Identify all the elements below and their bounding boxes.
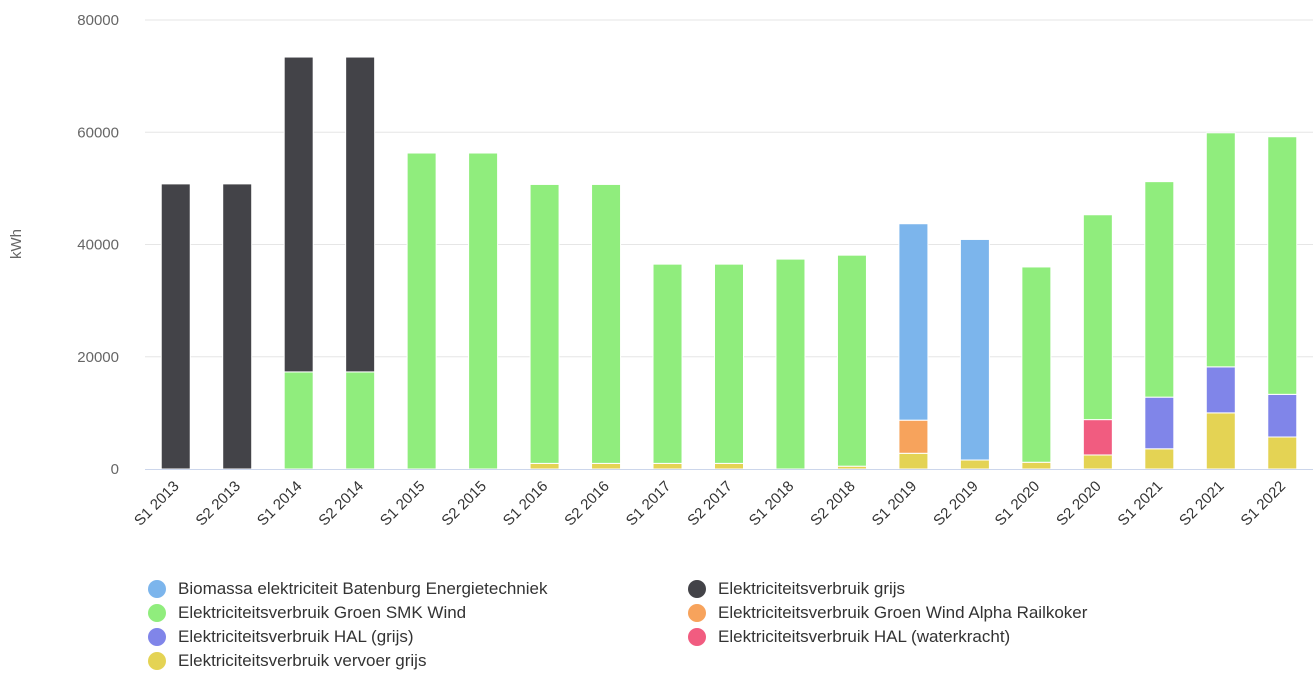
x-axis-ticks: S1 2013 S2 2013 S1 2014 S2 2014 S1 2015 S2 20… [131, 478, 1289, 530]
legend-label: Biomassa elektriciteit Batenburg Energie… [178, 579, 548, 598]
legend-label: Elektriciteitsverbruik grijs [718, 579, 906, 598]
bar-segment[interactable] [898, 223, 929, 421]
bar-segment[interactable] [529, 462, 560, 470]
bar-segment[interactable] [1082, 419, 1113, 456]
x-tick-label: S2 2019 [930, 478, 982, 530]
bar-segment[interactable] [345, 371, 376, 470]
legend-item[interactable]: Elektriciteitsverbruik Groen Wind Alpha … [688, 602, 1087, 624]
bar-segment[interactable] [468, 152, 499, 470]
bar-segment[interactable] [1205, 366, 1236, 414]
legend-item[interactable]: Biomassa elektriciteit Batenburg Energie… [148, 578, 547, 600]
x-tick-label: S1 2014 [254, 478, 306, 530]
y-tick-label: 80000 [77, 12, 119, 29]
bar-segment[interactable] [836, 254, 867, 467]
bar-segment[interactable] [222, 183, 253, 470]
bar-segment[interactable] [591, 462, 622, 470]
x-tick-label: S1 2015 [377, 478, 429, 530]
legend-label: Elektriciteitsverbruik Groen SMK Wind [178, 603, 467, 622]
legend-item[interactable]: Elektriciteitsverbruik Groen SMK Wind [148, 602, 466, 624]
bar-segment[interactable] [406, 152, 437, 470]
legend-marker-icon [148, 652, 166, 670]
x-tick-label: S1 2013 [131, 478, 183, 530]
x-tick-label: S1 2016 [500, 478, 552, 530]
x-tick-label: S1 2020 [992, 478, 1044, 530]
y-tick-label: 20000 [77, 349, 119, 366]
bar-segment[interactable] [160, 183, 191, 470]
x-tick-label: S2 2021 [1176, 478, 1228, 530]
bar-segment[interactable] [652, 462, 683, 470]
x-tick-label: S2 2013 [192, 478, 244, 530]
legend-marker-icon [688, 580, 706, 598]
x-tick-label: S2 2018 [807, 478, 859, 530]
bar-segment[interactable] [1205, 132, 1236, 368]
legend-item[interactable]: Elektriciteitsverbruik HAL (waterkracht) [688, 626, 1010, 648]
x-tick-label: S1 2017 [623, 478, 675, 530]
x-tick-label: S1 2022 [1238, 478, 1290, 530]
legend-marker-icon [148, 604, 166, 622]
legend-marker-icon [148, 580, 166, 598]
y-tick-label: 0 [111, 461, 119, 478]
bar-segment[interactable] [1021, 266, 1052, 463]
x-tick-label: S2 2017 [684, 478, 736, 530]
y-axis-title: kWh [8, 229, 25, 259]
bar-segment[interactable] [959, 459, 990, 470]
bar-segment[interactable] [529, 183, 560, 464]
legend-marker-icon [688, 604, 706, 622]
bar-segment[interactable] [1267, 436, 1298, 470]
bar-segment[interactable] [1144, 448, 1175, 470]
legend-marker-icon [688, 628, 706, 646]
x-tick-label: S2 2016 [561, 478, 613, 530]
x-tick-label: S1 2021 [1115, 478, 1167, 530]
legend-marker-icon [148, 628, 166, 646]
bar-segment[interactable] [1082, 214, 1113, 421]
x-tick-label: S2 2014 [315, 478, 367, 530]
bar-segment[interactable] [1267, 136, 1298, 395]
bar-segment[interactable] [959, 238, 990, 461]
bar-segment[interactable] [1082, 454, 1113, 470]
y-tick-label: 40000 [77, 237, 119, 254]
bar-segment[interactable] [714, 263, 744, 464]
y-axis-ticks: 0 20000 40000 60000 80000 [77, 12, 119, 478]
bar-segment[interactable] [283, 371, 314, 470]
bar-segment[interactable] [345, 56, 376, 373]
bar-segment[interactable] [898, 419, 929, 454]
x-tick-label: S2 2015 [438, 478, 490, 530]
legend-label: Elektriciteitsverbruik vervoer grijs [178, 651, 427, 670]
bar-segment[interactable] [714, 462, 744, 470]
bar-segment[interactable] [1144, 396, 1175, 450]
y-tick-label: 60000 [77, 124, 119, 141]
legend-item[interactable]: Elektriciteitsverbruik grijs [688, 578, 905, 600]
bars [160, 56, 1298, 470]
bar-segment[interactable] [1205, 412, 1236, 470]
legend-label: Elektriciteitsverbruik HAL (waterkracht) [718, 627, 1011, 646]
x-tick-label: S2 2020 [1053, 478, 1105, 530]
bar-segment[interactable] [1021, 461, 1052, 470]
bar-segment[interactable] [898, 452, 929, 470]
legend-item[interactable]: Elektriciteitsverbruik HAL (grijs) [148, 626, 414, 648]
x-tick-label: S1 2019 [869, 478, 921, 530]
bar-segment[interactable] [775, 258, 806, 470]
legend-label: Elektriciteitsverbruik Groen Wind Alpha … [718, 603, 1088, 622]
bar-segment[interactable] [1267, 393, 1298, 438]
bar-segment[interactable] [1144, 181, 1175, 398]
legend-item[interactable]: Elektriciteitsverbruik vervoer grijs [148, 650, 426, 672]
x-tick-label: S1 2018 [746, 478, 798, 530]
bar-segment[interactable] [591, 183, 622, 464]
bar-segment[interactable] [652, 263, 683, 464]
legend-label: Elektriciteitsverbruik HAL (grijs) [178, 627, 414, 646]
bar-segment[interactable] [283, 56, 314, 373]
